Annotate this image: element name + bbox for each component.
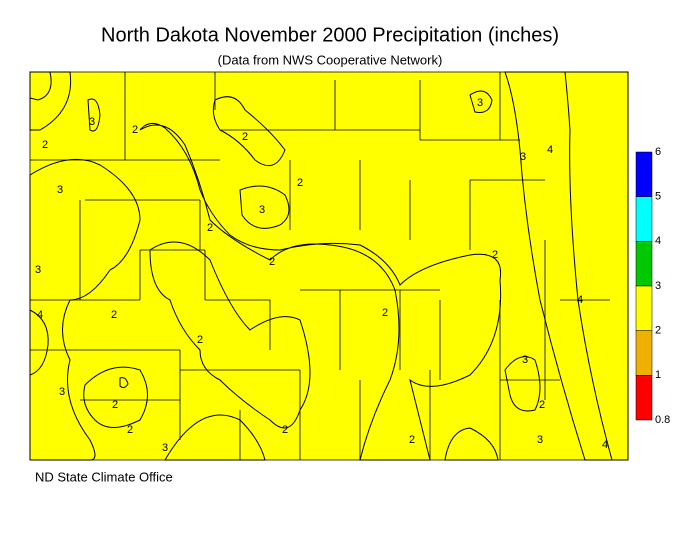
legend-swatch <box>635 375 653 421</box>
region-orange <box>83 366 148 428</box>
contour-label: 2 <box>297 177 303 189</box>
contour-label: 3 <box>259 204 265 216</box>
legend-label: 3 <box>655 280 661 292</box>
legend-label: 2 <box>655 325 661 337</box>
contour-label: 3 <box>89 116 95 128</box>
county-lines <box>29 71 629 461</box>
contour-label: 4 <box>602 439 608 451</box>
region-red <box>29 71 52 101</box>
contour-label: 2 <box>269 256 275 268</box>
region-cyan <box>564 71 629 461</box>
contour-label: 4 <box>577 294 583 306</box>
contour-label: 3 <box>477 97 483 109</box>
contour-label: 2 <box>112 399 118 411</box>
legend-label: 5 <box>655 191 661 203</box>
region-green <box>469 90 493 113</box>
legend-label: 1 <box>655 369 661 381</box>
contour-label: 2 <box>132 124 138 136</box>
contour-label: 2 <box>242 131 248 143</box>
contour-labels: 3 2 3 2 2 3 2 2 3 3 4 2 3 4 2 2 2 2 3 2 2 3 2 2 3 4 4 2 3 <box>35 97 608 454</box>
contour-label: 3 <box>522 354 528 366</box>
footer: ND State Climate Office <box>35 469 173 484</box>
region-green <box>239 185 290 229</box>
title: North Dakota November 2000 Precipitation… <box>101 24 559 46</box>
legend-label: 6 <box>655 146 661 158</box>
contour-label: 3 <box>537 434 543 446</box>
region-green <box>87 98 101 132</box>
contour-label: 2 <box>409 434 415 446</box>
legend-label: 0.8 <box>655 414 670 426</box>
contour-label: 2 <box>42 139 48 151</box>
region-orange <box>504 356 541 412</box>
contour-label: 4 <box>547 144 553 156</box>
region-cyan <box>29 309 49 376</box>
contour-label: 2 <box>382 307 388 319</box>
contour-label: 3 <box>57 184 63 196</box>
contour-label: 3 <box>35 264 41 276</box>
region-orange <box>29 71 72 131</box>
map: 3 2 3 2 2 3 2 2 3 3 4 2 3 4 2 2 2 2 3 2 2 3 2 2 3 4 4 2 3 <box>29 71 629 461</box>
contour-label: 2 <box>127 424 133 436</box>
contour-label: 2 <box>111 309 117 321</box>
contour-label: 2 <box>207 222 213 234</box>
legend-swatch <box>635 330 653 376</box>
legend-label: 4 <box>655 235 661 247</box>
contour-label: 2 <box>539 399 545 411</box>
region-yellow <box>30 72 628 460</box>
region-orange <box>149 241 311 429</box>
region-orange <box>139 123 502 461</box>
legend-swatch <box>635 241 653 287</box>
region-green <box>29 158 141 461</box>
legend-swatch <box>635 196 653 242</box>
contour-label: 3 <box>59 386 65 398</box>
contour-label: 3 <box>162 442 168 454</box>
contour-label: 4 <box>37 309 43 321</box>
legend-swatch <box>635 151 653 197</box>
legend-swatch <box>635 285 653 331</box>
subtitle: (Data from NWS Cooperative Network) <box>218 52 443 67</box>
region-red <box>119 377 129 389</box>
contour-label: 3 <box>520 151 526 163</box>
region-green <box>444 427 499 461</box>
region-green <box>504 71 629 461</box>
legend: 6 5 4 3 2 1 0.8 <box>635 146 670 426</box>
contour-label: 2 <box>197 334 203 346</box>
region-orange <box>212 96 286 167</box>
contour-label: 2 <box>492 249 498 261</box>
contour-label: 2 <box>282 424 288 436</box>
